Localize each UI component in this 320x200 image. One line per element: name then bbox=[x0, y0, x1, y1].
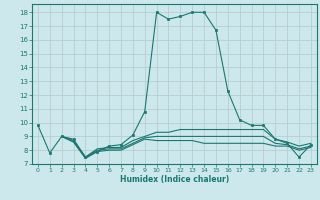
X-axis label: Humidex (Indice chaleur): Humidex (Indice chaleur) bbox=[120, 175, 229, 184]
